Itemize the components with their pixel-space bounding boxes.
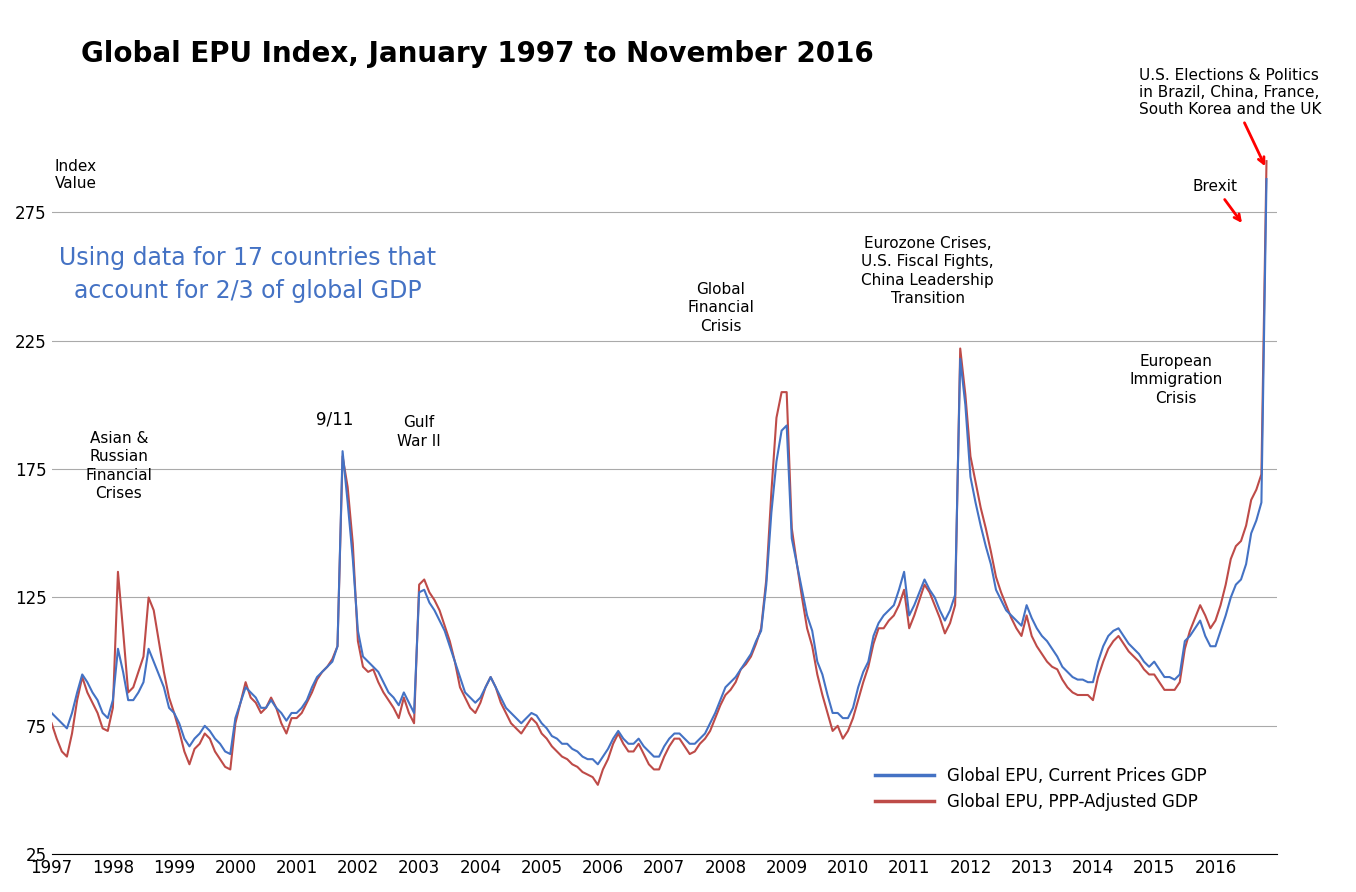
Text: Index
Value: Index Value xyxy=(54,159,96,191)
Legend: Global EPU, Current Prices GDP, Global EPU, PPP-Adjusted GDP: Global EPU, Current Prices GDP, Global E… xyxy=(868,760,1214,818)
Text: 9/11: 9/11 xyxy=(316,410,354,428)
Text: Gulf
War II: Gulf War II xyxy=(397,416,441,449)
Text: U.S. Elections & Politics
in Brazil, China, France,
South Korea and the UK: U.S. Elections & Politics in Brazil, Chi… xyxy=(1139,68,1321,163)
Text: Global
Financial
Crisis: Global Financial Crisis xyxy=(687,282,754,334)
Text: European
Immigration
Crisis: European Immigration Crisis xyxy=(1130,353,1222,406)
Text: Using data for 17 countries that
account for 2/3 of global GDP: Using data for 17 countries that account… xyxy=(60,246,437,303)
Text: Brexit: Brexit xyxy=(1193,179,1241,220)
Text: Asian &
Russian
Financial
Crises: Asian & Russian Financial Crises xyxy=(85,431,152,501)
Text: Eurozone Crises,
U.S. Fiscal Fights,
China Leadership
Transition: Eurozone Crises, U.S. Fiscal Fights, Chi… xyxy=(861,235,994,306)
Text: Global EPU Index, January 1997 to November 2016: Global EPU Index, January 1997 to Novemb… xyxy=(81,40,875,68)
